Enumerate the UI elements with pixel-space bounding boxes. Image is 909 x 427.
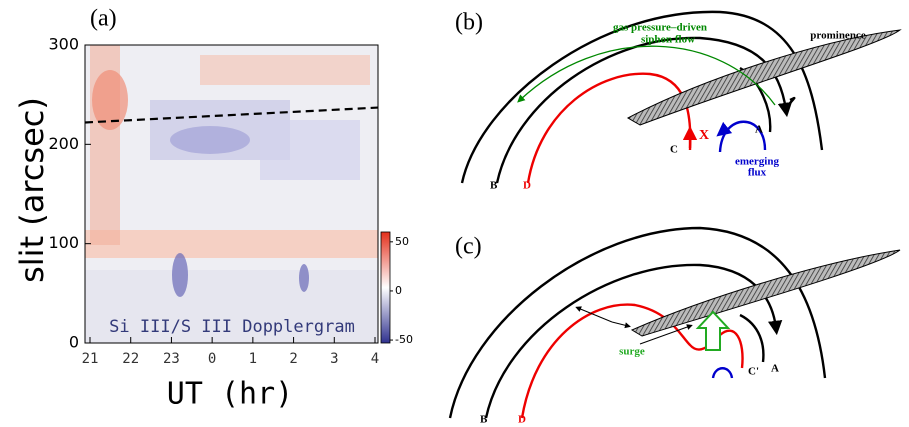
plot-frame <box>84 44 379 344</box>
flux-label: emerging <box>735 156 779 168</box>
dopplergram-image <box>85 45 378 343</box>
flow-label: siphon flow <box>641 34 695 46</box>
x-tick-label: 21 <box>82 351 99 367</box>
footpoint-label: A <box>771 363 779 375</box>
x-tick-label: 0 <box>208 351 216 367</box>
x-tick-label: 2 <box>289 351 297 367</box>
footpoint-label: B <box>490 180 498 192</box>
y-tick-label: 100 <box>48 233 79 252</box>
diagram-c <box>448 226 901 419</box>
y-tick-label: 200 <box>48 134 79 153</box>
flow-label: gas pressure–driven <box>613 22 707 34</box>
y-tick-label: 300 <box>48 35 79 54</box>
annotation: Si III/S III Dopplergram <box>109 317 355 337</box>
colorbar-tick-label: 0 <box>395 284 402 297</box>
colorbar <box>380 231 391 344</box>
y-axis-label: slit (arcsec) <box>13 97 51 283</box>
prominence-label: prominence <box>810 30 866 42</box>
x-tick-label: 4 <box>371 351 379 367</box>
x-tick-label: 23 <box>163 351 180 367</box>
cross-mark: X <box>699 128 709 143</box>
footpoint-label: B <box>480 414 488 426</box>
colorbar-tick-label: -50 <box>395 333 413 346</box>
footpoint-label: D <box>518 414 526 426</box>
y-tick-label: 0 <box>69 333 79 352</box>
footpoint-label: D <box>523 180 531 192</box>
panel-label: (c) <box>455 234 482 260</box>
panel-label: (b) <box>455 10 483 36</box>
surge-label: surge <box>619 346 645 358</box>
footpoint-label: C' <box>748 366 759 378</box>
x-tick-label: 22 <box>122 351 139 367</box>
flux-label: flux <box>748 167 767 179</box>
diagram-b <box>460 10 902 184</box>
footpoint-label: C <box>670 144 678 156</box>
panel-label: (a) <box>90 6 117 32</box>
dashed-line <box>84 106 379 124</box>
x-tick-label: 3 <box>330 351 338 367</box>
colorbar-tick-label: 50 <box>395 235 409 248</box>
x-axis-label: UT (hr) <box>167 377 293 412</box>
footpoint-label: A <box>755 124 763 136</box>
x-tick-label: 1 <box>249 351 257 367</box>
